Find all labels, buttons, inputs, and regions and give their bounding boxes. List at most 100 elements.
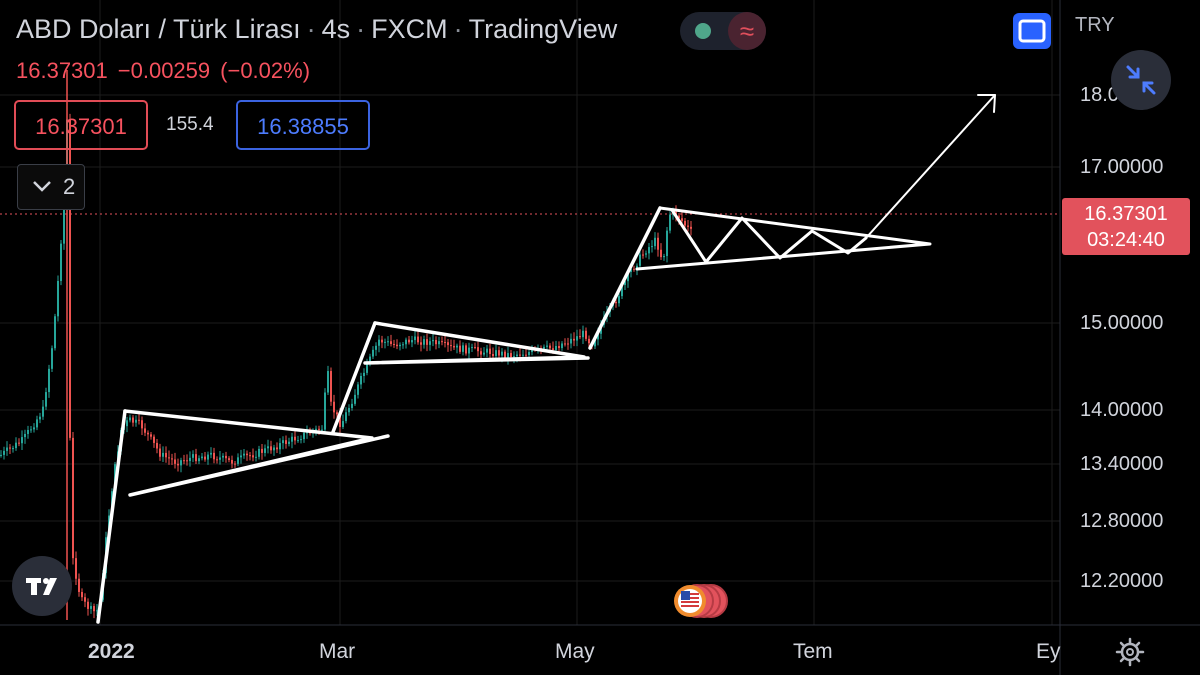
- candle-body: [546, 345, 548, 347]
- candle-body: [132, 417, 134, 423]
- candle-body: [528, 352, 530, 356]
- candle-body: [324, 392, 326, 430]
- candle-body: [264, 448, 266, 453]
- candle-body: [507, 353, 509, 358]
- candle-body: [162, 452, 164, 457]
- last-quote: 16.37301 −0.00259 (−0.02%): [16, 58, 320, 84]
- candle-body: [558, 346, 560, 349]
- chevron-down-icon: [33, 181, 51, 192]
- candle-body: [654, 237, 656, 247]
- candle-body: [549, 345, 551, 349]
- candle-body: [420, 342, 422, 345]
- candle-body: [525, 354, 527, 356]
- candle-body: [249, 455, 251, 457]
- candle-body: [339, 414, 341, 427]
- candle-body: [330, 371, 332, 402]
- candle-body: [459, 345, 461, 352]
- currency-label[interactable]: TRY: [1075, 14, 1115, 36]
- economic-events-icon[interactable]: [673, 582, 731, 620]
- candle-body: [171, 458, 173, 460]
- candle-body: [198, 458, 200, 462]
- candle-body: [288, 441, 290, 444]
- last-price: 16.37301: [16, 58, 108, 83]
- candle-body: [279, 443, 281, 450]
- impulse-line: [96, 409, 127, 624]
- candle-body: [261, 448, 263, 453]
- candle-body: [93, 606, 95, 612]
- candle-body: [417, 336, 419, 343]
- candle-body: [414, 336, 416, 341]
- candle-body: [615, 301, 617, 304]
- candle-body: [363, 372, 365, 376]
- candle-body: [30, 429, 32, 431]
- interval-label[interactable]: 4s: [321, 14, 351, 44]
- candle-body: [342, 421, 344, 427]
- candle-body: [177, 463, 179, 466]
- candle-body: [228, 458, 230, 460]
- time-axis-label: May: [555, 640, 595, 663]
- candle-body: [624, 281, 626, 285]
- candle-body: [180, 460, 182, 466]
- price-axis-label: 12.20000: [1080, 570, 1164, 592]
- candle-body: [663, 256, 665, 258]
- candle-body: [513, 356, 515, 358]
- data-delay-icon: ≈: [728, 12, 766, 50]
- sell-button[interactable]: 16.37301: [14, 100, 148, 150]
- candle-body: [60, 243, 62, 281]
- indicators-toggle-button[interactable]: 2: [17, 164, 85, 210]
- market-status-pill[interactable]: ≈: [680, 12, 766, 50]
- candle-body: [483, 352, 485, 355]
- candle-body: [327, 371, 329, 393]
- candle-body: [360, 375, 362, 385]
- candle-body: [192, 454, 194, 458]
- candle-body: [597, 333, 599, 340]
- candle-body: [87, 601, 89, 609]
- candle-body: [6, 447, 8, 451]
- candle-body: [174, 459, 176, 464]
- candle-body: [141, 420, 143, 429]
- candle-body: [321, 429, 323, 431]
- candle-body: [36, 419, 38, 428]
- candle-body: [51, 348, 53, 369]
- candle-body: [645, 253, 647, 255]
- chart-grid: [0, 0, 1060, 625]
- tradingview-logo-mark: [26, 578, 57, 595]
- candle-body: [585, 330, 587, 339]
- candle-body: [189, 457, 191, 462]
- candle-body: [438, 341, 440, 345]
- candle-body: [126, 420, 128, 427]
- candle-body: [201, 456, 203, 459]
- candle-body: [573, 338, 575, 341]
- buy-button[interactable]: 16.38855: [236, 100, 370, 150]
- candle-body: [495, 350, 497, 357]
- auto-scale-button[interactable]: [1111, 50, 1171, 110]
- candle-body: [351, 403, 353, 409]
- candle-body: [69, 119, 71, 438]
- fullscreen-icon[interactable]: [1012, 12, 1052, 50]
- candle-body: [240, 455, 242, 458]
- platform-label: TradingView: [468, 14, 618, 44]
- candle-body: [231, 459, 233, 464]
- candle-body: [378, 339, 380, 346]
- candle-body: [471, 347, 473, 349]
- candle-body: [561, 343, 563, 349]
- symbol-title[interactable]: ABD Doları / Türk Lirası · 4s · FXCM · Trading…: [16, 14, 618, 44]
- candle-body: [408, 339, 410, 343]
- candle-body: [27, 430, 29, 434]
- candle-body: [159, 448, 161, 457]
- pattern-drawings[interactable]: [96, 94, 996, 624]
- candle-body: [333, 401, 335, 413]
- candle-body: [90, 606, 92, 609]
- candle-body: [9, 447, 11, 449]
- candle-body: [489, 348, 491, 354]
- gear-icon[interactable]: [1114, 636, 1146, 668]
- candle-body: [447, 342, 449, 346]
- current-price-value: 16.37301: [1084, 203, 1168, 225]
- candle-body: [477, 347, 479, 352]
- candle-body: [639, 254, 641, 266]
- tradingview-logo[interactable]: [12, 556, 72, 616]
- candlestick-series[interactable]: [0, 70, 692, 620]
- candle-body: [243, 453, 245, 456]
- bar-countdown: 03:24:40: [1087, 229, 1165, 251]
